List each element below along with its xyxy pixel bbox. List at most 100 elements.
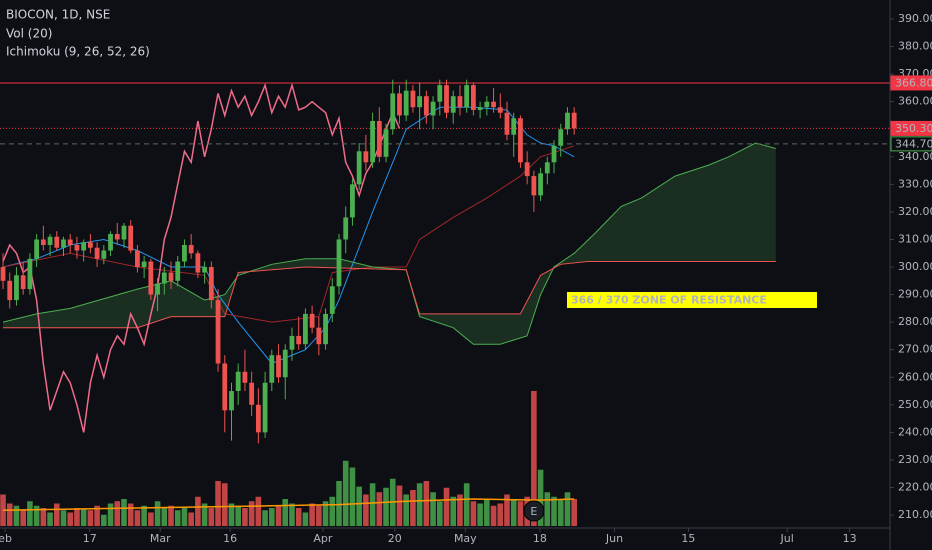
- volume-bar: [208, 508, 215, 526]
- candle-body: [54, 236, 60, 248]
- y-tick-label: 230.00: [898, 453, 932, 466]
- candle-body: [343, 217, 349, 240]
- candle-body: [208, 267, 214, 301]
- x-tick-label: May: [454, 532, 477, 545]
- volume-bar: [349, 467, 356, 526]
- x-tick-label: Jul: [780, 532, 794, 545]
- y-tick-label: 280.00: [898, 315, 932, 328]
- candle-body: [551, 145, 557, 163]
- candle-body: [20, 275, 26, 290]
- volume-bar: [497, 503, 504, 526]
- volume-bar: [74, 508, 80, 526]
- candle-body: [491, 101, 496, 108]
- candle-body: [477, 107, 483, 110]
- x-tick-label: 15: [681, 532, 695, 545]
- annotation-box: [567, 292, 817, 308]
- volume-bar: [537, 469, 544, 526]
- candle-body: [437, 85, 443, 102]
- price-label: 344.70: [895, 137, 932, 150]
- volume-bar: [101, 514, 107, 526]
- earnings-label: E: [530, 505, 537, 518]
- candle-body: [538, 173, 543, 196]
- candle-body: [262, 382, 268, 433]
- y-tick-label: 340.00: [898, 150, 932, 163]
- candle-body: [81, 242, 87, 251]
- annotation-text: 366 / 370 ZONE OF RESISTANCE: [571, 294, 767, 307]
- price-label: 350.30: [895, 122, 932, 135]
- indicator-line: [3, 261, 776, 329]
- plot: [0, 79, 890, 526]
- volume-bar: [557, 499, 564, 526]
- indicator-line: [2, 142, 776, 345]
- candle-body: [161, 272, 167, 284]
- volume-bar: [376, 492, 383, 526]
- volume-bar: [510, 499, 517, 526]
- candle-body: [141, 261, 147, 268]
- candle-body: [316, 327, 322, 345]
- candle-body: [47, 236, 53, 245]
- candle-body: [175, 261, 181, 281]
- y-tick-label: 260.00: [898, 370, 932, 383]
- price-label-box: [890, 120, 932, 136]
- volume-bar: [430, 492, 436, 526]
- candle-body: [571, 112, 577, 129]
- candle-body: [376, 120, 382, 157]
- y-tick-label: 320.00: [898, 205, 932, 218]
- y-tick-label: 390.00: [898, 12, 932, 25]
- x-tick-label: Mar: [150, 532, 171, 545]
- volume-bar: [248, 501, 255, 526]
- volume-bar: [148, 512, 154, 526]
- volume-bar: [20, 510, 26, 526]
- y-tick-label: 290.00: [898, 288, 932, 301]
- candle-body: [114, 233, 120, 240]
- volume-bar: [181, 508, 188, 526]
- candle-body: [323, 313, 328, 345]
- volume-bar: [121, 499, 127, 526]
- y-tick-label: 330.00: [898, 177, 932, 190]
- volume-bar: [544, 492, 551, 526]
- volume-bar: [410, 490, 416, 526]
- candle-body: [397, 93, 402, 116]
- candle-body: [195, 253, 201, 273]
- volume-bar: [309, 503, 315, 526]
- candle-body: [222, 363, 228, 411]
- candle-body: [403, 90, 409, 116]
- volume-bar: [289, 503, 295, 526]
- volume-bar: [33, 505, 40, 526]
- candle-body: [524, 162, 530, 177]
- candle-body: [249, 382, 255, 405]
- volume-bar: [396, 485, 403, 526]
- candle-body: [484, 101, 490, 108]
- ichimoku-cloud: [3, 143, 776, 345]
- indicator-label: Vol (20): [6, 27, 52, 41]
- candle-body: [155, 283, 160, 295]
- volume-bar: [60, 510, 67, 526]
- candle-body: [34, 239, 40, 259]
- candle-body: [188, 244, 194, 254]
- candle-body: [497, 107, 503, 113]
- candle-body: [14, 275, 19, 301]
- y-tick-label: 360.00: [898, 95, 932, 108]
- candle-body: [457, 96, 463, 108]
- x-tick-label: 18: [533, 532, 547, 545]
- volume-bar: [80, 509, 87, 526]
- volume-bar: [67, 512, 74, 526]
- candle-body: [40, 239, 46, 245]
- candle-body: [0, 267, 6, 281]
- volume-bar: [571, 499, 577, 526]
- volume-bar: [450, 496, 457, 526]
- volume-bar: [302, 512, 309, 526]
- candle-body: [255, 404, 261, 433]
- price-label-box: [890, 136, 932, 152]
- candle-body: [336, 239, 342, 287]
- volume-bar: [47, 512, 53, 526]
- volume-bar: [141, 505, 147, 526]
- candle-body: [417, 96, 423, 108]
- volume-bar: [463, 483, 470, 526]
- candle-body: [383, 129, 389, 157]
- volume-bar: [201, 503, 208, 526]
- volume-bar: [40, 508, 47, 526]
- candle-body: [558, 129, 564, 146]
- candle-body: [309, 313, 315, 328]
- candle-body: [470, 85, 476, 110]
